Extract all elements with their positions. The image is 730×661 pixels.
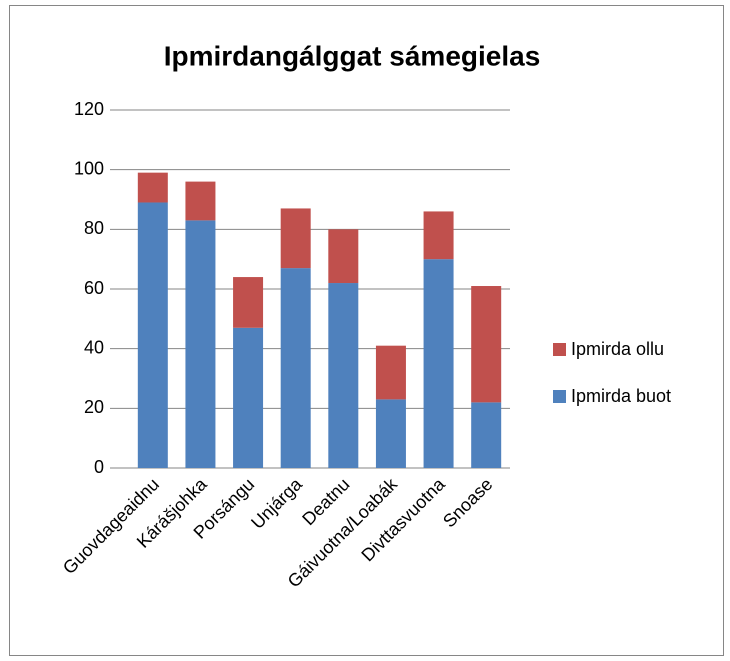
bar-segment [185, 220, 216, 468]
bar-segment [233, 327, 264, 468]
bar-segment [375, 345, 406, 400]
bar-segment [328, 283, 359, 468]
chart-frame [9, 5, 724, 656]
legend-swatch [553, 343, 566, 356]
y-tick-label: 20 [84, 397, 104, 417]
bar-segment [137, 172, 168, 203]
y-tick-label: 0 [94, 457, 104, 477]
y-tick-label: 100 [74, 158, 104, 178]
bar-segment [423, 211, 454, 260]
bar-segment [185, 181, 216, 221]
bar-segment [471, 402, 502, 468]
bar-segment [423, 259, 454, 468]
y-tick-label: 120 [74, 99, 104, 119]
bar-segment [328, 229, 359, 284]
bar-segment [471, 286, 502, 403]
y-tick-label: 80 [84, 218, 104, 238]
legend-label: Ipmirda ollu [571, 339, 664, 359]
bar-segment [137, 202, 168, 468]
bar-segment [280, 268, 311, 468]
bar-segment [280, 208, 311, 269]
y-tick-label: 40 [84, 337, 104, 357]
bar-segment [375, 399, 406, 468]
legend-label: Ipmirda buot [571, 386, 671, 406]
y-tick-label: 60 [84, 278, 104, 298]
legend-swatch [553, 390, 566, 403]
bar-segment [233, 277, 264, 328]
chart-title: Ipmirdangálggat sámegielas [164, 40, 541, 71]
